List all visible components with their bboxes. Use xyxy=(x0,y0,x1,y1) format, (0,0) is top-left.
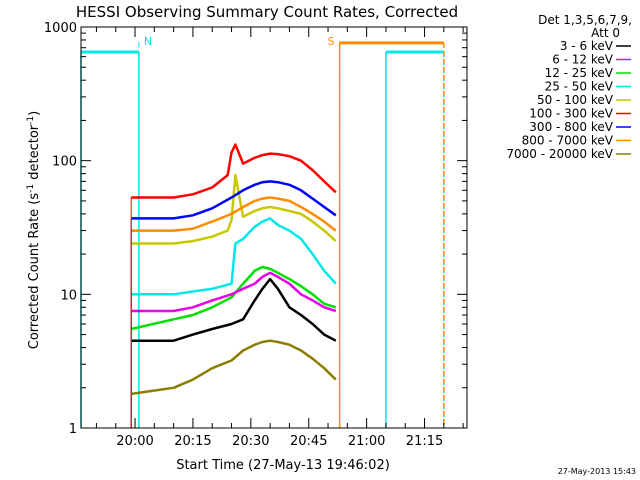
y-axis-label-sup1: -1 xyxy=(26,184,36,193)
mode-marker-label: N xyxy=(144,35,152,48)
x-tick-label: 21:15 xyxy=(406,434,443,449)
y-axis-label-sup2: -1 xyxy=(26,116,36,125)
x-tick-label: 20:45 xyxy=(290,434,327,449)
x-tick-label: 20:30 xyxy=(232,434,269,449)
series-line-50to100kev xyxy=(131,173,337,245)
y-tick-label: 10 xyxy=(60,288,77,303)
legend-entry-label: 6 - 12 keV xyxy=(552,53,614,67)
legend-entry-label: 7000 - 20000 keV xyxy=(506,147,613,161)
legend-header-line-2: Att 0 xyxy=(591,26,620,40)
y-axis-label-main: Corrected Count Rate (s xyxy=(27,193,42,350)
mode-marker-label: S xyxy=(328,35,335,48)
legend-entry-label: 12 - 25 keV xyxy=(545,66,614,80)
x-tick-label: 20:15 xyxy=(174,434,211,449)
series-line-3to6kev xyxy=(131,277,337,342)
y-axis-label-mid: detector xyxy=(27,124,42,184)
y-tick-label: 1 xyxy=(69,422,77,437)
series-line-25to50kev xyxy=(131,217,337,296)
y-tick-label: 1000 xyxy=(44,21,77,36)
axis-ticks: 1 10 100 1000 20:00 20:15 20:30 20:45 21:00 21:15 xyxy=(44,21,467,449)
legend-header-line-1: Det 1,3,5,6,7,9, xyxy=(538,13,632,27)
x-tick-label: 20:00 xyxy=(116,434,153,449)
y-tick-label: 100 xyxy=(52,155,77,170)
series-line-100to300kev xyxy=(131,143,337,199)
series-line-800to7000kev xyxy=(131,196,337,232)
series-line-7000to20000kev xyxy=(131,339,337,396)
y-axis-label-end: ) xyxy=(27,111,42,116)
series-line-6to12kev xyxy=(131,271,337,313)
series-line-300to800kev xyxy=(131,180,337,220)
plot-timestamp: 27-May-2013 15:43 xyxy=(558,467,636,476)
x-axis-label: Start Time (27-May-13 19:46:02) xyxy=(176,458,390,473)
series-line-12to25kev xyxy=(130,265,337,331)
legend-entry-label: 800 - 7000 keV xyxy=(522,134,614,148)
legend-entry-label: 100 - 300 keV xyxy=(529,107,613,121)
legend-entry-label: 3 - 6 keV xyxy=(560,39,614,53)
legend-entry-label: 300 - 800 keV xyxy=(529,120,613,134)
x-tick-label: 21:00 xyxy=(348,434,385,449)
plot-frame xyxy=(80,26,468,429)
chart-title: HESSI Observing Summary Count Rates, Cor… xyxy=(76,3,458,21)
legend-entry-label: 50 - 100 keV xyxy=(537,93,614,107)
legend-entry-label: 25 - 50 keV xyxy=(545,80,614,94)
y-axis-label: Corrected Count Rate (s-1 detector-1) xyxy=(26,111,42,349)
